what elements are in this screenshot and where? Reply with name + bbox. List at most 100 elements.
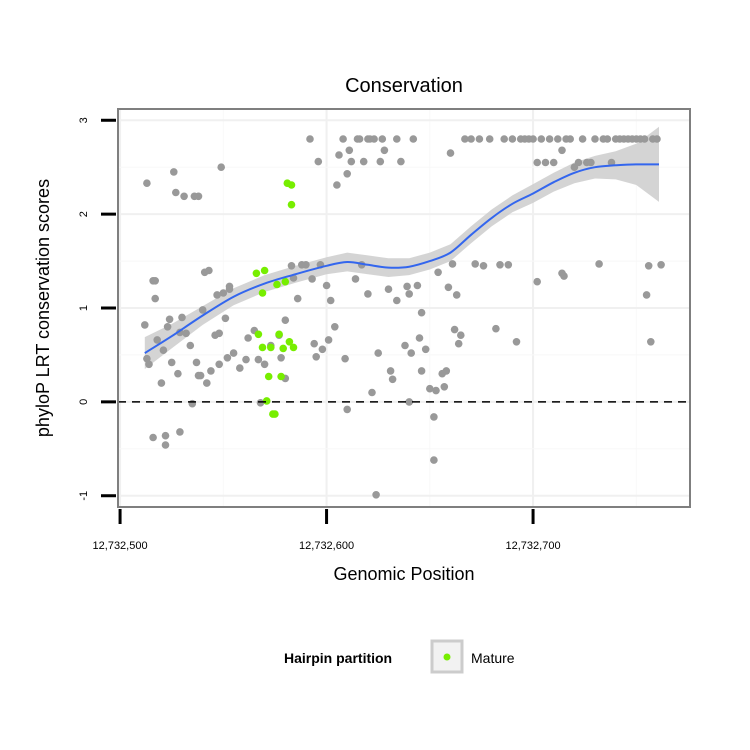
data-point-other: [378, 135, 387, 143]
data-point-other: [467, 135, 475, 143]
data-point-other: [401, 341, 409, 350]
data-point-other: [442, 367, 451, 375]
data-point-mature: [252, 269, 261, 278]
data-point-other: [203, 379, 211, 387]
data-point-other: [174, 369, 182, 378]
data-point-other: [407, 349, 416, 357]
data-point-other: [347, 157, 356, 166]
data-point-mature: [285, 338, 294, 346]
data-point-other: [430, 456, 438, 464]
data-point-other: [603, 135, 612, 143]
data-point-other: [322, 281, 331, 290]
data-point-other: [194, 192, 203, 201]
legend: Hairpin partition Mature: [284, 639, 515, 674]
data-point-mature: [260, 266, 269, 275]
x-axis-label: Genomic Position: [333, 564, 474, 584]
y-axis-label: phyloP LRT conservation scores: [33, 179, 53, 437]
data-point-other: [341, 354, 349, 363]
data-point-other: [421, 345, 430, 354]
data-point-other: [512, 338, 521, 346]
data-point-other: [374, 349, 383, 357]
data-point-other: [217, 163, 225, 171]
data-point-other: [384, 285, 393, 294]
data-point-other: [277, 354, 285, 362]
data-point-other: [207, 367, 215, 375]
data-point-other: [368, 388, 376, 397]
data-point-other: [393, 135, 401, 143]
data-point-other: [403, 282, 411, 291]
data-point-other: [434, 268, 442, 277]
data-point-other: [198, 306, 207, 314]
y-axis-ticks: -1 0 1 2 3: [78, 117, 116, 501]
points-layer: [141, 135, 665, 499]
data-point-other: [644, 262, 653, 270]
data-point-other: [343, 405, 352, 414]
data-point-other: [504, 261, 513, 269]
data-point-other: [314, 157, 323, 166]
data-point-other: [653, 135, 661, 143]
data-point-other: [529, 135, 537, 143]
data-point-other: [163, 323, 172, 331]
data-point-other: [149, 433, 157, 442]
data-point-other: [566, 135, 574, 143]
data-point-other: [500, 135, 509, 143]
legend-label-mature: Mature: [471, 650, 515, 666]
data-point-other: [145, 360, 153, 369]
data-point-other: [554, 135, 562, 143]
data-point-other: [393, 296, 401, 305]
data-point-other: [180, 192, 188, 201]
data-point-other: [254, 355, 263, 364]
data-point-other: [151, 277, 159, 285]
data-point-mature: [264, 372, 273, 381]
data-point-other: [537, 135, 546, 143]
data-point-other: [607, 158, 616, 167]
data-point-other: [640, 135, 649, 143]
data-point-other: [176, 428, 184, 436]
data-point-other: [333, 181, 341, 189]
data-point-other: [205, 266, 213, 275]
data-point-other: [446, 149, 455, 157]
data-point-other: [219, 289, 228, 297]
plot-panel-border: [117, 108, 691, 508]
data-point-other: [450, 325, 459, 334]
y-tick-label: -1: [78, 491, 90, 501]
data-point-other: [454, 339, 463, 348]
data-point-other: [318, 345, 327, 354]
data-point-other: [236, 364, 244, 372]
data-point-other: [405, 290, 414, 298]
data-point-other: [471, 260, 480, 268]
data-point-mature: [258, 289, 267, 297]
data-point-other: [388, 375, 397, 384]
data-point-other: [159, 346, 168, 355]
data-point-other: [221, 314, 230, 323]
data-point-other: [165, 315, 174, 324]
data-point-mature: [279, 344, 288, 353]
data-point-other: [409, 135, 418, 143]
x-axis-ticks: 12,732,500 12,732,600 12,732,700: [93, 509, 561, 552]
data-point-other: [376, 157, 385, 166]
data-point-other: [591, 135, 599, 143]
data-point-other: [415, 334, 424, 342]
confidence-ribbon: [144, 126, 660, 369]
data-point-other: [244, 334, 252, 342]
data-point-other: [359, 157, 368, 166]
data-point-other: [479, 262, 488, 270]
data-point-other: [339, 135, 347, 143]
data-point-other: [448, 260, 457, 268]
data-point-other: [642, 291, 651, 299]
data-point-mature: [277, 372, 285, 381]
data-point-other: [308, 275, 316, 283]
data-point-other: [172, 188, 180, 197]
data-point-other: [157, 379, 166, 387]
data-point-other: [312, 353, 321, 361]
data-point-other: [475, 135, 484, 143]
legend-title: Hairpin partition: [284, 650, 392, 666]
data-point-other: [457, 331, 465, 340]
data-point-other: [541, 158, 550, 167]
data-point-other: [397, 157, 405, 166]
series-mature: [252, 179, 298, 418]
data-point-other: [242, 355, 250, 364]
data-point-other: [492, 324, 500, 333]
data-point-other: [170, 168, 178, 176]
